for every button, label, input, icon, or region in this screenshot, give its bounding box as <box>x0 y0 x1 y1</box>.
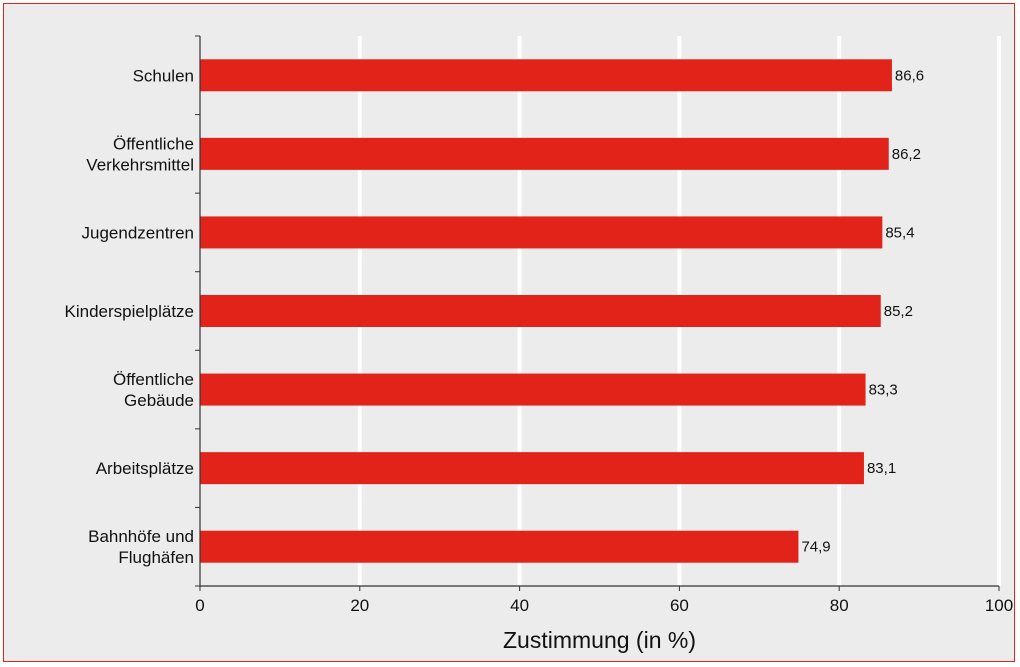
bar-value-label: 86,2 <box>892 146 921 163</box>
bar <box>200 216 883 249</box>
bar <box>200 295 881 327</box>
bars <box>200 59 892 563</box>
category-label-line: Jugendzentren <box>82 223 194 242</box>
axes <box>195 35 1000 591</box>
category-label-line: Arbeitsplätze <box>96 459 194 478</box>
bar-value-label: 83,3 <box>869 382 898 399</box>
bar-value-label: 85,4 <box>885 224 914 241</box>
category-label: Bahnhöfe und Flughäfen <box>88 527 194 567</box>
bar-value-label: 86,6 <box>895 67 924 84</box>
bar <box>200 452 864 485</box>
bar-value-label: 85,2 <box>884 303 913 320</box>
bar-value-label: 83,1 <box>867 460 896 477</box>
category-label-line: Gebäude <box>124 391 194 410</box>
bar <box>200 59 892 92</box>
category-label: Schulen <box>133 66 194 85</box>
category-label: Jugendzentren <box>82 223 194 242</box>
category-label: Öffentliche Gebäude <box>113 370 194 410</box>
x-tick-label: 100 <box>985 596 1013 615</box>
bar-value-label: 74,9 <box>801 539 830 556</box>
x-tick-label: 40 <box>510 596 529 615</box>
category-label-line: Öffentliche <box>113 134 194 153</box>
category-label-line: Bahnhöfe und <box>88 527 194 546</box>
category-label: Arbeitsplätze <box>96 459 194 478</box>
category-label: Kinderspielplätze <box>65 302 194 321</box>
bar <box>200 373 866 406</box>
x-axis-title: Zustimmung (in %) <box>503 627 696 653</box>
x-tick-label: 20 <box>350 596 369 615</box>
category-label-line: Verkehrsmittel <box>86 155 194 174</box>
category-label: Öffentliche Verkehrsmittel <box>86 134 194 174</box>
x-tick-label: 80 <box>830 596 849 615</box>
bar <box>200 530 799 563</box>
x-tick-label: 60 <box>670 596 689 615</box>
labels: 0 20 40 60 80 100 86,6 Schulen 86,2 Öffentliche Ve… <box>65 66 1014 615</box>
x-tick-label: 0 <box>195 596 204 615</box>
category-label-line: Kinderspielplätze <box>65 302 194 321</box>
category-label-line: Flughäfen <box>118 548 194 567</box>
category-label-line: Öffentliche <box>113 370 194 389</box>
category-label-line: Schulen <box>133 66 194 85</box>
chart-frame: 0 20 40 60 80 100 86,6 Schulen 86,2 Öffentliche Ve… <box>3 3 1015 662</box>
bar <box>200 137 889 170</box>
bar-chart: 0 20 40 60 80 100 86,6 Schulen 86,2 Öffentliche Ve… <box>65 35 1014 653</box>
